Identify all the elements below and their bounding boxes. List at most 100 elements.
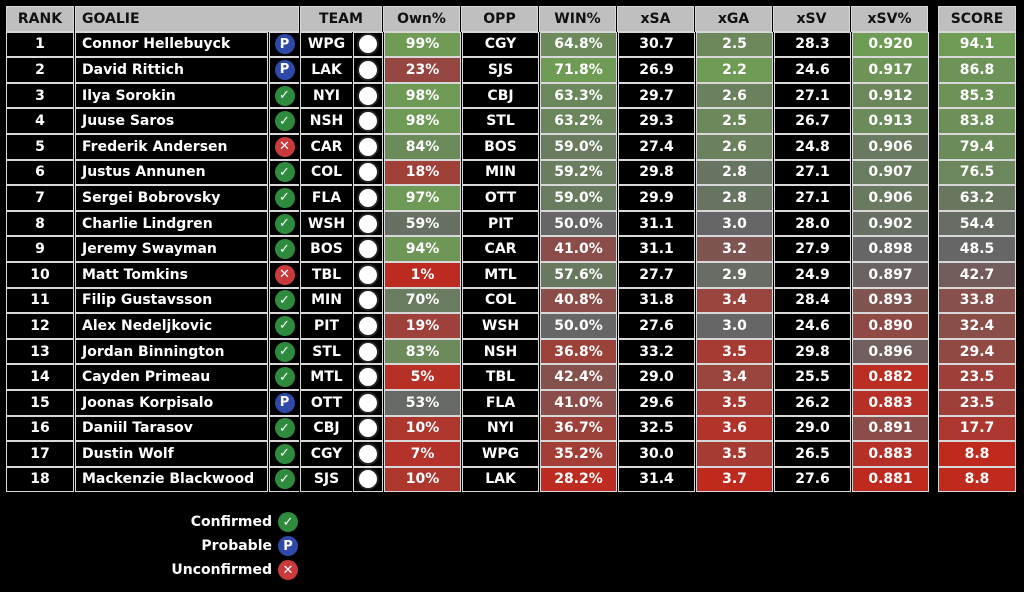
score-row: 33.8 [938, 287, 1017, 314]
team-cell: COL [300, 159, 352, 186]
score-cell: 94.1 [938, 31, 1016, 58]
rank-cell: 4 [6, 108, 74, 134]
opp-cell: LAK [462, 466, 539, 493]
check-icon: ✓ [274, 418, 295, 439]
team-logo-icon [357, 186, 379, 209]
own-cell: 7% [384, 441, 461, 467]
header-win[interactable]: WIN% [539, 6, 616, 32]
goalie-name[interactable]: Ilya Sorokin [75, 82, 268, 109]
rank-cell: 15 [6, 389, 74, 416]
header-rank[interactable]: RANK [6, 6, 74, 32]
score-cell: 17.7 [938, 415, 1016, 442]
goalie-name[interactable]: Matt Tomkins [75, 261, 268, 288]
goalie-name[interactable]: Cayden Primeau [75, 364, 268, 390]
check-icon: ✓ [274, 367, 295, 388]
goalie-name[interactable]: Alex Nedeljkovic [75, 313, 268, 339]
goalie-name[interactable]: Connor Hellebuyck [75, 31, 268, 58]
win-cell: 59.0% [540, 133, 617, 160]
status-cell: ✓ [269, 466, 299, 493]
score-row: 54.4 [938, 210, 1017, 237]
table-row: 4 Juuse Saros ✓ NSH 98% STL 63.2% 29.3 2.5 26.7 0.… [6, 108, 930, 134]
probable-icon: P [274, 34, 295, 55]
table-row: 14 Cayden Primeau ✓ MTL 5% TBL 42.4% 29.0 3.4 25.… [6, 364, 930, 390]
team-logo-icon [357, 238, 379, 261]
win-cell: 57.6% [540, 261, 617, 288]
score-row: 23.5 [938, 364, 1017, 390]
goalie-name[interactable]: Sergei Bobrovsky [75, 185, 268, 211]
check-icon: ✓ [274, 111, 295, 132]
goalie-name[interactable]: Joonas Korpisalo [75, 389, 268, 416]
own-cell: 10% [384, 466, 461, 493]
xsvp-cell: 0.897 [852, 261, 929, 288]
team-cell: TBL [300, 261, 352, 288]
goalie-name[interactable]: Charlie Lindgren [75, 210, 268, 237]
own-cell: 59% [384, 210, 461, 237]
opp-cell: COL [462, 287, 539, 314]
team-logo-cell [353, 185, 383, 211]
check-icon: ✓ [274, 315, 295, 336]
xga-cell: 3.5 [696, 389, 773, 416]
team-logo-icon [357, 33, 379, 56]
header-xsvp[interactable]: xSV% [851, 6, 928, 32]
own-cell: 99% [384, 31, 461, 58]
team-logo-icon [357, 442, 379, 465]
win-cell: 50.0% [540, 210, 617, 237]
xsa-cell: 26.9 [618, 57, 695, 83]
rank-cell: 2 [6, 57, 74, 83]
rank-cell: 3 [6, 82, 74, 109]
table-row: 8 Charlie Lindgren ✓ WSH 59% PIT 50.0% 31.1 3.0 2… [6, 210, 930, 237]
team-logo-cell [353, 31, 383, 58]
xsv-cell: 24.6 [774, 313, 851, 339]
goalie-name[interactable]: Justus Annunen [75, 159, 268, 186]
xsvp-cell: 0.917 [852, 57, 929, 83]
opp-cell: CGY [462, 31, 539, 58]
goalie-name[interactable]: Frederik Andersen [75, 133, 268, 160]
header-xsv[interactable]: xSV [773, 6, 850, 32]
team-cell: MIN [300, 287, 352, 314]
table-row: 1 Connor Hellebuyck P WPG 99% CGY 64.8% 30.7 2.5… [6, 31, 930, 58]
xsvp-cell: 0.891 [852, 415, 929, 442]
xsvp-cell: 0.913 [852, 108, 929, 134]
header-score[interactable]: SCORE [938, 6, 1016, 32]
xsa-cell: 32.5 [618, 415, 695, 442]
team-logo-cell [353, 313, 383, 339]
goalie-name[interactable]: Filip Gustavsson [75, 287, 268, 314]
table-row: 6 Justus Annunen ✓ COL 18% MIN 59.2% 29.8 2.8 27.… [6, 159, 930, 186]
team-cell: LAK [300, 57, 352, 83]
xsa-cell: 27.6 [618, 313, 695, 339]
team-cell: WSH [300, 210, 352, 237]
status-cell: ✓ [269, 313, 299, 339]
xsa-cell: 29.8 [618, 159, 695, 186]
team-cell: CBJ [300, 415, 352, 442]
table-row: 17 Dustin Wolf ✓ CGY 7% WPG 35.2% 30.0 3.5 26.5 0.… [6, 441, 930, 467]
goalie-name[interactable]: Jeremy Swayman [75, 236, 268, 262]
xsv-cell: 26.2 [774, 389, 851, 416]
goalie-name[interactable]: David Rittich [75, 57, 268, 83]
score-row: 85.3 [938, 82, 1017, 109]
xga-cell: 2.5 [696, 31, 773, 58]
goalie-name[interactable]: Jordan Binnington [75, 338, 268, 365]
goalie-name[interactable]: Daniil Tarasov [75, 415, 268, 442]
rank-cell: 14 [6, 364, 74, 390]
goalie-name[interactable]: Juuse Saros [75, 108, 268, 134]
header-xsa[interactable]: xSA [617, 6, 694, 32]
xga-cell: 2.2 [696, 57, 773, 83]
table-row: 12 Alex Nedeljkovic ✓ PIT 19% WSH 50.0% 27.6 3.0… [6, 313, 930, 339]
own-cell: 98% [384, 82, 461, 109]
opp-cell: TBL [462, 364, 539, 390]
own-cell: 53% [384, 389, 461, 416]
team-logo-cell [353, 466, 383, 493]
header-team[interactable]: TEAM [300, 6, 382, 32]
header-xga[interactable]: xGA [695, 6, 772, 32]
score-cell: 76.5 [938, 159, 1016, 186]
goalie-name[interactable]: Dustin Wolf [75, 441, 268, 467]
xga-cell: 3.0 [696, 313, 773, 339]
header-goalie[interactable]: GOALIE [75, 6, 299, 32]
status-cell: ✓ [269, 364, 299, 390]
goalie-name[interactable]: Mackenzie Blackwood [75, 466, 268, 493]
xsvp-cell: 0.896 [852, 338, 929, 365]
header-opp[interactable]: OPP [461, 6, 538, 32]
header-own[interactable]: Own% [383, 6, 460, 32]
rank-cell: 10 [6, 261, 74, 288]
team-logo-icon [357, 366, 379, 389]
